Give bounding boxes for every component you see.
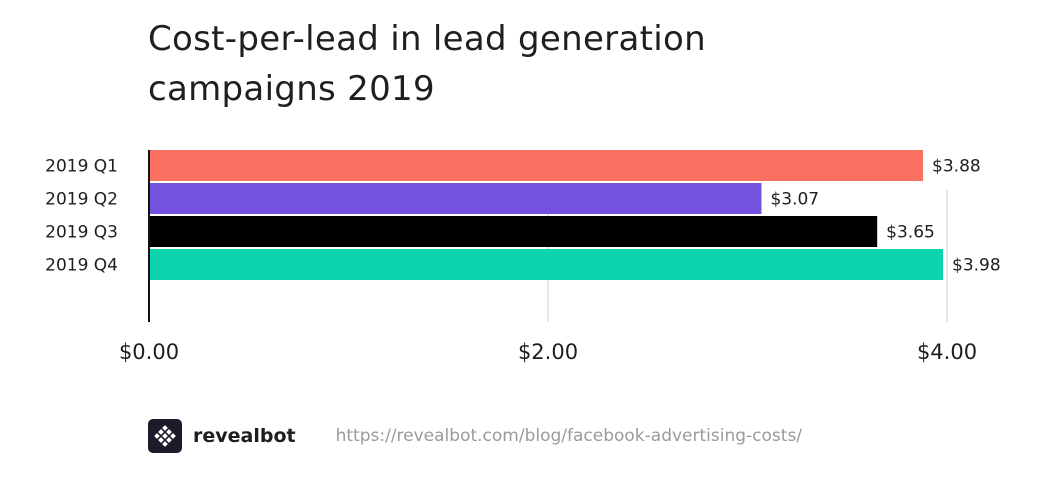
category-label: 2019 Q2	[45, 190, 118, 210]
bar-chart: $0.00 $2.00 $4.00 2019 Q1 $3.88 2019 Q2 $3.07 2…	[45, 150, 1001, 364]
bar	[149, 150, 924, 181]
data-label: $3.88	[932, 157, 981, 177]
x-tick-label: $4.00	[917, 340, 977, 364]
data-label: $3.98	[952, 256, 1001, 276]
category-label: 2019 Q3	[45, 223, 118, 243]
bar	[149, 183, 762, 214]
chart-title: Cost-per-lead in lead generation campaig…	[148, 19, 706, 109]
x-tick-label: $2.00	[518, 340, 578, 364]
bar	[149, 216, 878, 247]
category-label: 2019 Q1	[45, 157, 118, 177]
data-label: $3.65	[886, 223, 935, 243]
brand-name: revealbot	[193, 425, 296, 447]
x-tick-label: $0.00	[119, 340, 179, 364]
data-label: $3.07	[770, 190, 819, 210]
category-label: 2019 Q4	[45, 256, 118, 276]
revealbot-logo-icon	[148, 419, 182, 453]
footer: revealbot https://revealbot.com/blog/fac…	[148, 418, 802, 454]
bar	[149, 249, 944, 280]
source-url[interactable]: https://revealbot.com/blog/facebook-adve…	[335, 426, 803, 446]
